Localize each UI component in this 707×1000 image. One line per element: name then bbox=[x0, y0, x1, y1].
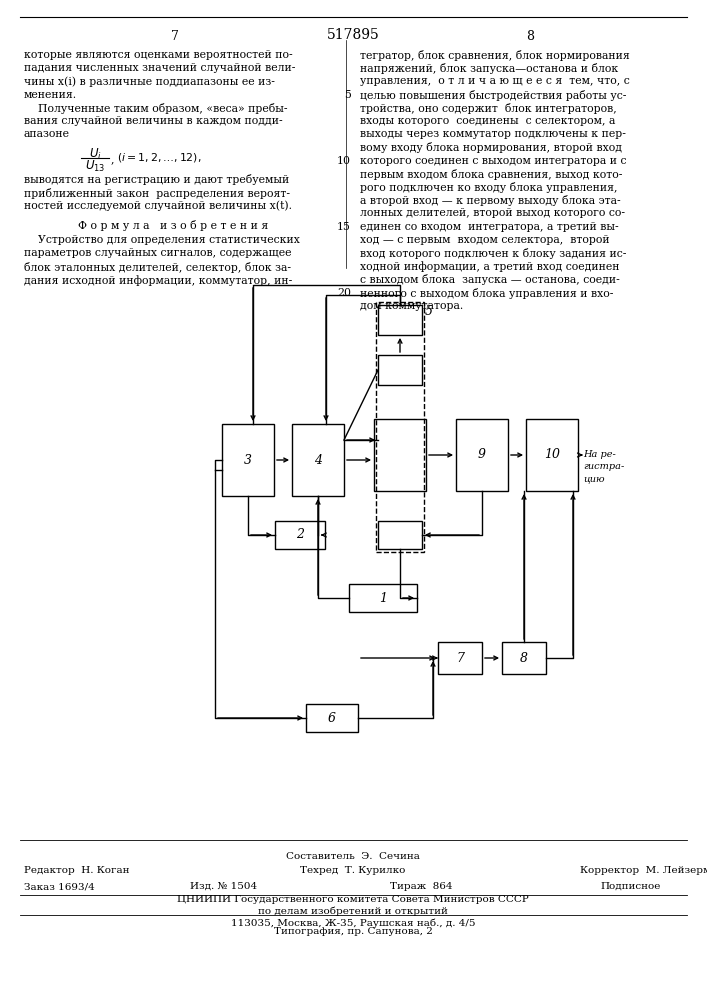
Text: блок эталонных делителей, селектор, блок за-: блок эталонных делителей, селектор, блок… bbox=[24, 262, 291, 273]
Text: Корректор  М. Лейзерман: Корректор М. Лейзерман bbox=[580, 866, 707, 875]
Text: вания случайной величины в каждом подди-: вания случайной величины в каждом подди- bbox=[24, 116, 283, 126]
Text: приближенный закон  распределения вероят-: приближенный закон распределения вероят- bbox=[24, 188, 290, 199]
Text: 20: 20 bbox=[337, 288, 351, 298]
Text: $U_i$: $U_i$ bbox=[88, 147, 101, 162]
Bar bbox=[378, 305, 422, 335]
Text: Редактор  Н. Коган: Редактор Н. Коган bbox=[24, 866, 129, 875]
Text: Техред  Т. Курилко: Техред Т. Курилко bbox=[300, 866, 406, 875]
Bar bbox=[349, 584, 417, 612]
Bar bbox=[502, 642, 546, 674]
Text: входы которого  соединены  с селектором, а: входы которого соединены с селектором, а bbox=[360, 116, 615, 126]
Bar bbox=[438, 642, 482, 674]
Text: 1: 1 bbox=[379, 591, 387, 604]
Text: Типография, пр. Сапунова, 2: Типография, пр. Сапунова, 2 bbox=[274, 927, 433, 936]
Text: 10: 10 bbox=[544, 448, 560, 462]
Text: с выходом блока  запуска — останова, соеди-: с выходом блока запуска — останова, соед… bbox=[360, 274, 620, 285]
Text: по делам изобретений и открытий: по делам изобретений и открытий bbox=[258, 907, 448, 916]
Bar bbox=[378, 355, 422, 385]
Text: выходы через коммутатор подключены к пер-: выходы через коммутатор подключены к пер… bbox=[360, 129, 626, 139]
Text: Подписное: Подписное bbox=[600, 882, 660, 891]
Text: выводятся на регистрацию и дают требуемый: выводятся на регистрацию и дают требуемы… bbox=[24, 174, 289, 185]
Text: $(i = 1, 2, \ldots, 12),$: $(i = 1, 2, \ldots, 12),$ bbox=[117, 151, 201, 164]
Text: ход — с первым  входом селектора,  второй: ход — с первым входом селектора, второй bbox=[360, 235, 609, 245]
Text: дания исходной информации, коммутатор, ин-: дания исходной информации, коммутатор, и… bbox=[24, 275, 292, 286]
Bar bbox=[378, 521, 422, 549]
Text: апазоне: апазоне bbox=[24, 129, 70, 139]
Text: вому входу блока нормирования, второй вход: вому входу блока нормирования, второй вх… bbox=[360, 142, 622, 153]
Text: 8: 8 bbox=[526, 30, 534, 43]
Text: Изд. № 1504: Изд. № 1504 bbox=[190, 882, 257, 891]
Text: а второй вход — к первому выходу блока эта-: а второй вход — к первому выходу блока э… bbox=[360, 195, 621, 206]
Bar bbox=[306, 704, 358, 732]
Text: дом коммутатора.: дом коммутатора. bbox=[360, 301, 463, 311]
Text: 8: 8 bbox=[520, 652, 528, 664]
Text: целью повышения быстродействия работы ус-: целью повышения быстродействия работы ус… bbox=[360, 90, 626, 101]
Text: чины x(i) в различные поддиапазоны ее из-: чины x(i) в различные поддиапазоны ее из… bbox=[24, 76, 275, 87]
Text: 6: 6 bbox=[328, 712, 336, 724]
Text: ностей исследуемой случайной величины x(t).: ностей исследуемой случайной величины x(… bbox=[24, 201, 292, 211]
Text: падания численных значений случайной вели-: падания численных значений случайной вел… bbox=[24, 63, 296, 73]
Text: 5: 5 bbox=[425, 305, 433, 318]
Text: 10: 10 bbox=[337, 156, 351, 166]
Text: ЦНИИПИ Государственного комитета Совета Министров СССР: ЦНИИПИ Государственного комитета Совета … bbox=[177, 895, 529, 904]
Bar bbox=[376, 302, 424, 552]
Text: 7: 7 bbox=[171, 30, 179, 43]
Text: 5: 5 bbox=[344, 90, 351, 100]
Bar bbox=[292, 424, 344, 496]
Bar bbox=[222, 424, 274, 496]
Text: лонных делителей, второй выход которого со-: лонных делителей, второй выход которого … bbox=[360, 208, 625, 218]
Text: 7: 7 bbox=[456, 652, 464, 664]
Text: ,: , bbox=[111, 154, 115, 164]
Text: Полученные таким образом, «веса» пребы-: Полученные таким образом, «веса» пребы- bbox=[24, 103, 288, 114]
Text: параметров случайных сигналов, содержащее: параметров случайных сигналов, содержаще… bbox=[24, 248, 291, 258]
Text: которые являются оценками вероятностей по-: которые являются оценками вероятностей п… bbox=[24, 50, 293, 60]
Text: единен со входом  интегратора, а третий вы-: единен со входом интегратора, а третий в… bbox=[360, 222, 619, 232]
Text: Тираж  864: Тираж 864 bbox=[390, 882, 452, 891]
Text: первым входом блока сравнения, выход кото-: первым входом блока сравнения, выход кот… bbox=[360, 169, 622, 180]
Text: ходной информации, а третий вход соединен: ходной информации, а третий вход соедине… bbox=[360, 261, 619, 272]
Text: 517895: 517895 bbox=[327, 28, 380, 42]
Text: ненного с выходом блока управления и вхо-: ненного с выходом блока управления и вхо… bbox=[360, 288, 614, 299]
Text: 113035, Москва, Ж-35, Раушская наб., д. 4/5: 113035, Москва, Ж-35, Раушская наб., д. … bbox=[230, 919, 475, 928]
Text: 9: 9 bbox=[478, 448, 486, 462]
Text: напряжений, блок запуска—останова и блок: напряжений, блок запуска—останова и блок bbox=[360, 63, 618, 74]
Text: 3: 3 bbox=[244, 454, 252, 466]
Text: 15: 15 bbox=[337, 222, 351, 232]
Bar bbox=[275, 521, 325, 549]
Text: Составитель  Э.  Сечина: Составитель Э. Сечина bbox=[286, 852, 420, 861]
Text: рого подключен ко входу блока управления,: рого подключен ко входу блока управления… bbox=[360, 182, 617, 193]
Text: менения.: менения. bbox=[24, 90, 77, 100]
Text: вход которого подключен к блоку задания ис-: вход которого подключен к блоку задания … bbox=[360, 248, 626, 259]
Bar bbox=[374, 419, 426, 491]
Text: $U_{13}$: $U_{13}$ bbox=[85, 159, 105, 174]
Text: цию: цию bbox=[583, 474, 604, 483]
Text: тегратор, блок сравнения, блок нормирования: тегратор, блок сравнения, блок нормирова… bbox=[360, 50, 630, 61]
Text: управления,  о т л и ч а ю щ е е с я  тем, что, с: управления, о т л и ч а ю щ е е с я тем,… bbox=[360, 76, 630, 86]
Text: 2: 2 bbox=[296, 528, 304, 542]
Text: которого соединен с выходом интегратора и с: которого соединен с выходом интегратора … bbox=[360, 156, 626, 166]
Text: гистра-: гистра- bbox=[583, 462, 624, 471]
Text: 4: 4 bbox=[314, 454, 322, 466]
Text: На ре-: На ре- bbox=[583, 450, 616, 459]
Text: Заказ 1693/4: Заказ 1693/4 bbox=[24, 882, 95, 891]
Text: тройства, оно содержит  блок интеграторов,: тройства, оно содержит блок интеграторов… bbox=[360, 103, 617, 114]
Text: Ф о р м у л а   и з о б р е т е н и я: Ф о р м у л а и з о б р е т е н и я bbox=[78, 220, 268, 231]
Text: Устройство для определения статистических: Устройство для определения статистически… bbox=[24, 235, 300, 245]
Bar bbox=[526, 419, 578, 491]
Bar bbox=[456, 419, 508, 491]
